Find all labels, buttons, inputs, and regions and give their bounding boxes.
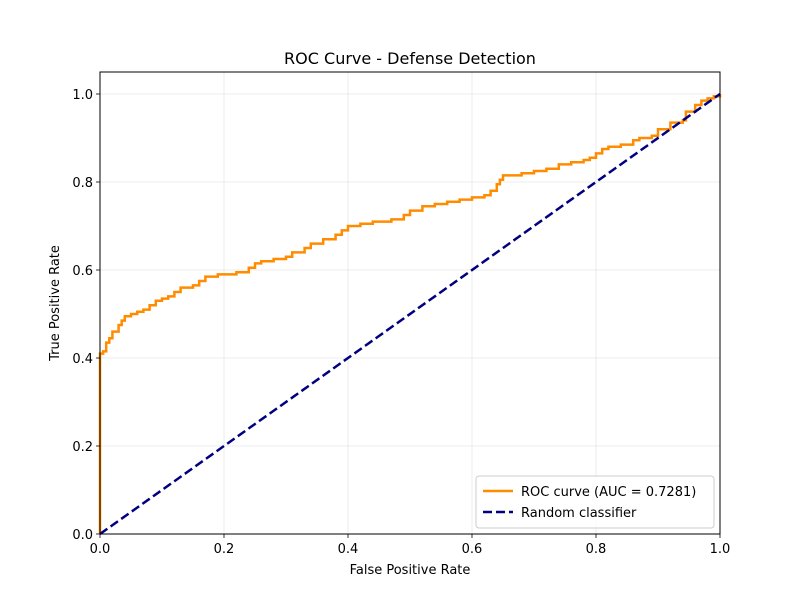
grid bbox=[99, 72, 721, 535]
y-tick-label: 0.6 bbox=[72, 264, 93, 279]
y-tick-label: 0.0 bbox=[72, 528, 93, 543]
plot-frame bbox=[99, 71, 721, 535]
x-tick-label: 0.6 bbox=[462, 542, 483, 557]
x-tick-label: 1.0 bbox=[710, 542, 731, 557]
series-group bbox=[98, 92, 722, 536]
legend: ROC curve (AUC = 0.7281) Random classifie… bbox=[475, 475, 715, 529]
x-tick-label: 0.4 bbox=[338, 542, 359, 557]
series-line-roc bbox=[98, 94, 722, 534]
legend-box bbox=[475, 475, 715, 529]
x-tick-label: 0.8 bbox=[586, 542, 607, 557]
axes: 0.0 0.2 0.4 0.6 0.8 1.0 0.0 0.2 0.4 0.6 0.8 1.0 bbox=[72, 88, 730, 557]
legend-label: ROC curve (AUC = 0.7281) bbox=[521, 485, 696, 500]
x-tick-label: 0.0 bbox=[90, 542, 111, 557]
y-axis-title: True Positive Rate bbox=[48, 245, 63, 362]
y-tick-label: 1.0 bbox=[72, 88, 93, 103]
chart-title: ROC Curve - Defense Detection bbox=[284, 49, 536, 68]
legend-label: Random classifier bbox=[521, 506, 637, 521]
series-line-random bbox=[99, 92, 721, 536]
y-tick-label: 0.2 bbox=[72, 440, 93, 455]
y-tick-label: 0.8 bbox=[72, 176, 93, 191]
x-axis-title: False Positive Rate bbox=[350, 563, 471, 578]
x-tick-label: 0.2 bbox=[214, 542, 235, 557]
y-tick-label: 0.4 bbox=[72, 352, 93, 367]
